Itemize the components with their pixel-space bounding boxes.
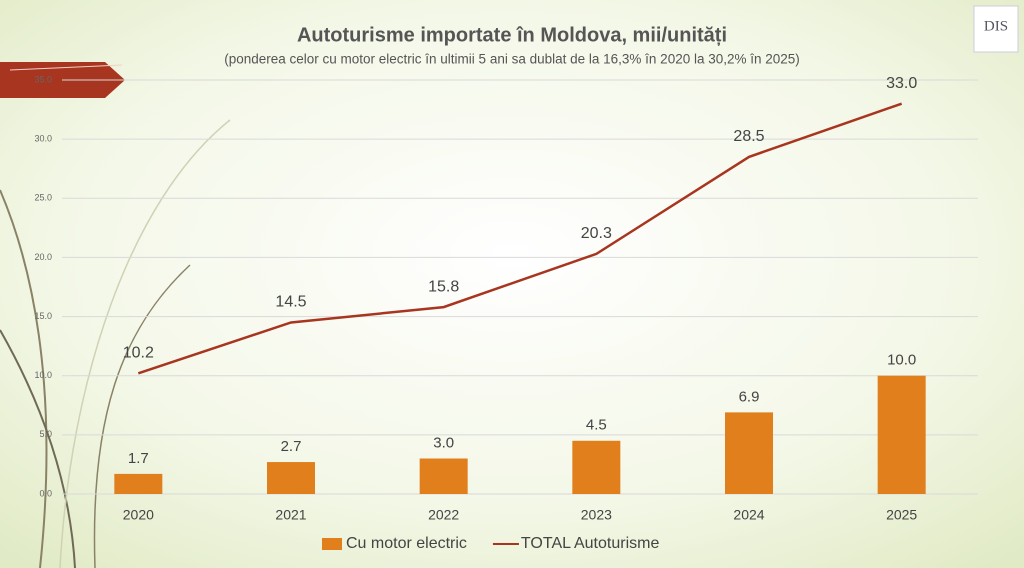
bar	[572, 440, 621, 494]
legend-label: Cu motor electric	[346, 535, 467, 552]
y-tick-label: 5.0	[39, 429, 52, 439]
x-tick-label: 2024	[733, 507, 764, 523]
data-label: 10.0	[887, 352, 916, 369]
line	[137, 102, 903, 375]
data-label: 14.5	[275, 294, 306, 311]
y-tick-label: 10.0	[34, 370, 52, 380]
y-tick-label: 35.0	[34, 74, 52, 84]
logo: DIS	[984, 18, 1008, 34]
decoration	[0, 119, 231, 568]
data-label: 10.2	[123, 345, 154, 362]
data-label: 28.5	[733, 128, 764, 145]
bar	[267, 462, 315, 494]
bar	[419, 458, 468, 494]
data-label: 4.5	[586, 417, 607, 434]
bar	[877, 375, 926, 494]
banner-line	[9, 64, 123, 71]
x-tick-label: 2022	[428, 507, 459, 523]
bar	[114, 473, 163, 494]
y-tick-label: 0.0	[39, 488, 52, 498]
y-tick-label: 15.0	[34, 311, 52, 321]
chart-subtitle: (ponderea celor cu motor electric în ult…	[224, 52, 800, 67]
chart-title: Autoturisme importate în Moldova, mii/un…	[297, 24, 727, 46]
logo-box	[973, 5, 1019, 53]
data-label: 2.7	[281, 438, 302, 455]
legend-swatch	[322, 538, 342, 550]
data-label: 33.0	[886, 75, 917, 92]
legend-label: TOTAL Autoturisme	[521, 535, 660, 552]
x-tick-label: 2021	[275, 507, 306, 523]
data-label: 20.3	[581, 225, 612, 242]
x-tick-label: 2020	[123, 507, 154, 523]
data-label: 3.0	[433, 434, 454, 451]
x-tick-label: 2023	[581, 507, 612, 523]
data-label: 6.9	[739, 388, 760, 405]
bar	[725, 412, 773, 494]
y-tick-label: 30.0	[34, 134, 52, 144]
data-label: 15.8	[428, 278, 459, 295]
x-tick-label: 2025	[886, 507, 917, 523]
y-tick-label: 20.0	[34, 252, 52, 262]
y-tick-label: 25.0	[34, 193, 52, 203]
data-label: 1.7	[128, 450, 149, 467]
